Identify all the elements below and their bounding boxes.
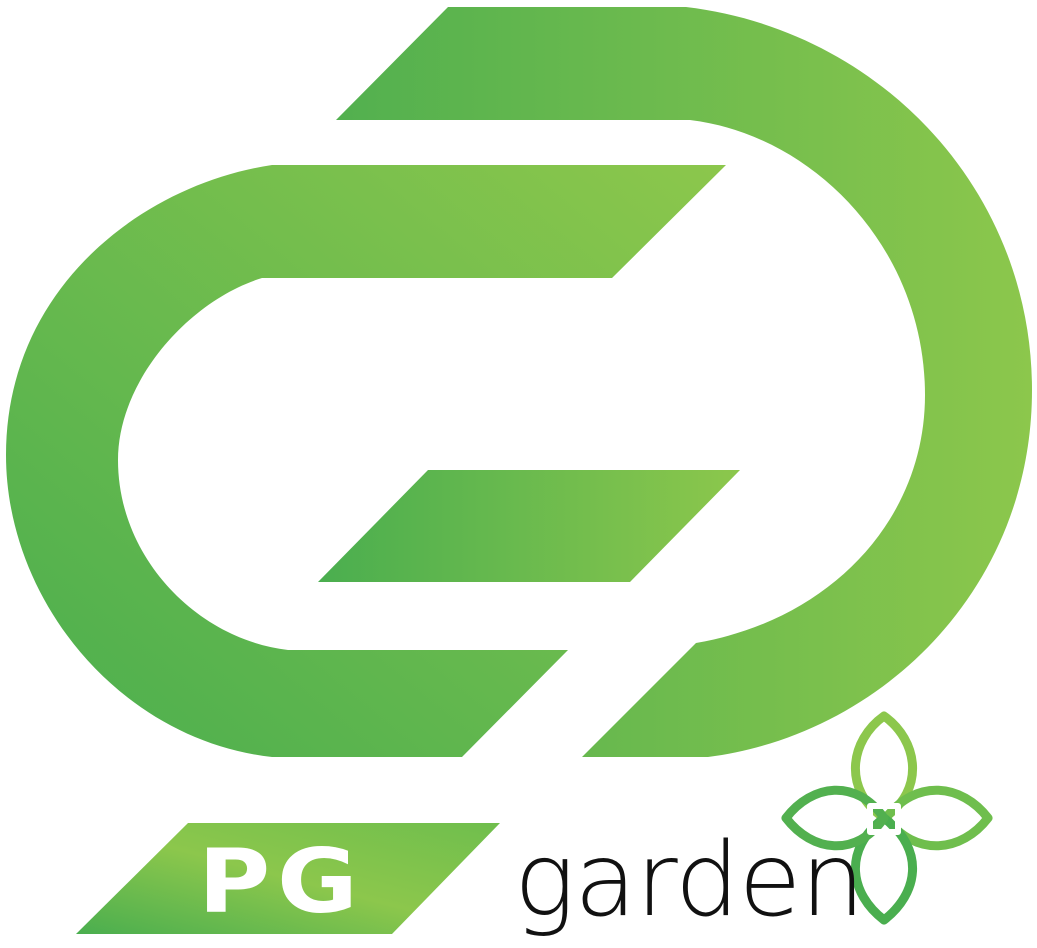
pg-badge — [76, 823, 500, 934]
four-petal-leaf-icon — [781, 711, 993, 925]
c-shape — [6, 165, 726, 757]
brand-name: garden — [514, 821, 865, 940]
middle-bar — [318, 470, 740, 582]
pg-monogram: PG — [198, 830, 365, 933]
emblem-icon — [6, 7, 1032, 757]
d-shape — [336, 7, 1032, 757]
